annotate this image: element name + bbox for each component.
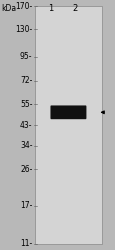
Text: 17-: 17- [20, 202, 32, 210]
Text: 34-: 34- [20, 141, 32, 150]
Text: 130-: 130- [15, 25, 32, 34]
Text: 1: 1 [48, 4, 53, 13]
Text: 55-: 55- [20, 100, 32, 108]
Text: 72-: 72- [20, 76, 32, 85]
Bar [34, 6, 101, 244]
FancyBboxPatch shape [50, 106, 86, 119]
Text: 170-: 170- [15, 2, 32, 11]
Text: kDa: kDa [1, 4, 16, 13]
Text: 43-: 43- [20, 121, 32, 130]
Text: 11-: 11- [20, 239, 32, 248]
Text: 26-: 26- [20, 164, 32, 173]
Text: 95-: 95- [20, 52, 32, 61]
Text: 2: 2 [72, 4, 77, 13]
